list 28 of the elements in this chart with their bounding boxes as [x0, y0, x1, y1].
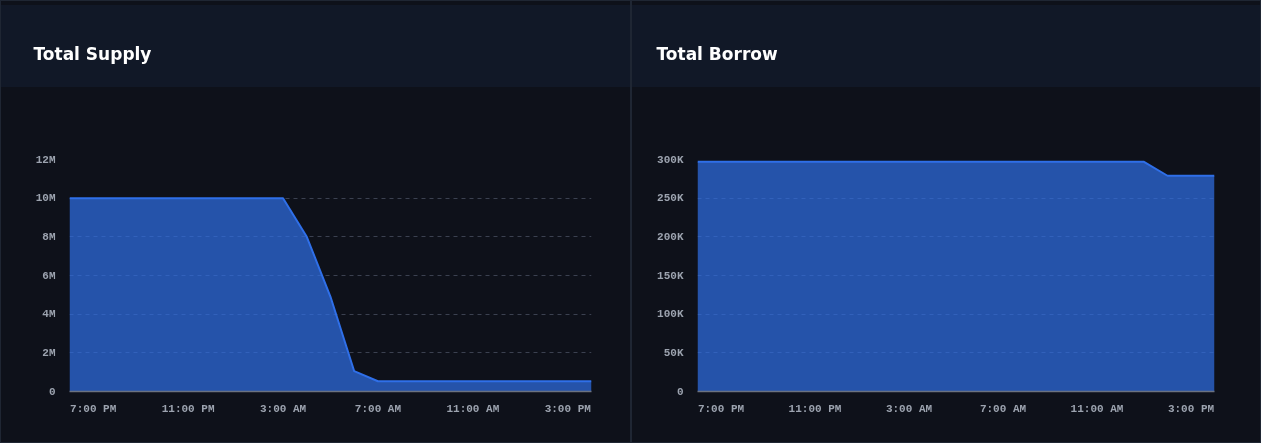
y-tick-label: 250K — [657, 192, 684, 205]
x-tick-label: 3:00 AM — [259, 402, 307, 415]
y-tick-label: 50K — [663, 346, 684, 359]
x-tick-label: 3:00 AM — [885, 402, 933, 415]
y-tick-label: 0 — [48, 385, 56, 398]
x-tick-label: 7:00 AM — [979, 402, 1027, 415]
x-tick-label: 11:00 PM — [161, 402, 215, 415]
chart-title: Total Borrow — [656, 43, 778, 64]
y-tick-label: 300K — [657, 153, 684, 166]
y-tick-label: 4M — [42, 308, 56, 321]
y-tick-label: 150K — [657, 269, 684, 282]
y-tick-label: 100K — [657, 308, 684, 321]
x-tick-label: 7:00 PM — [70, 402, 117, 415]
x-tick-label: 11:00 AM — [1070, 402, 1124, 415]
y-tick-label: 12M — [35, 153, 56, 166]
y-tick-label: 2M — [42, 346, 56, 359]
x-tick-label: 7:00 PM — [697, 402, 745, 415]
x-tick-label: 3:00 PM — [1167, 402, 1215, 415]
y-tick-label: 6M — [42, 269, 56, 282]
chart-title: Total Supply — [33, 43, 152, 64]
x-tick-label: 11:00 AM — [446, 402, 500, 415]
x-tick-label: 7:00 AM — [354, 402, 402, 415]
y-tick-label: 0 — [676, 385, 684, 398]
y-tick-label: 200K — [657, 230, 684, 243]
x-tick-label: 11:00 PM — [788, 402, 842, 415]
y-tick-label: 8M — [42, 230, 56, 243]
y-tick-label: 10M — [35, 192, 56, 205]
x-tick-label: 3:00 PM — [544, 402, 592, 415]
